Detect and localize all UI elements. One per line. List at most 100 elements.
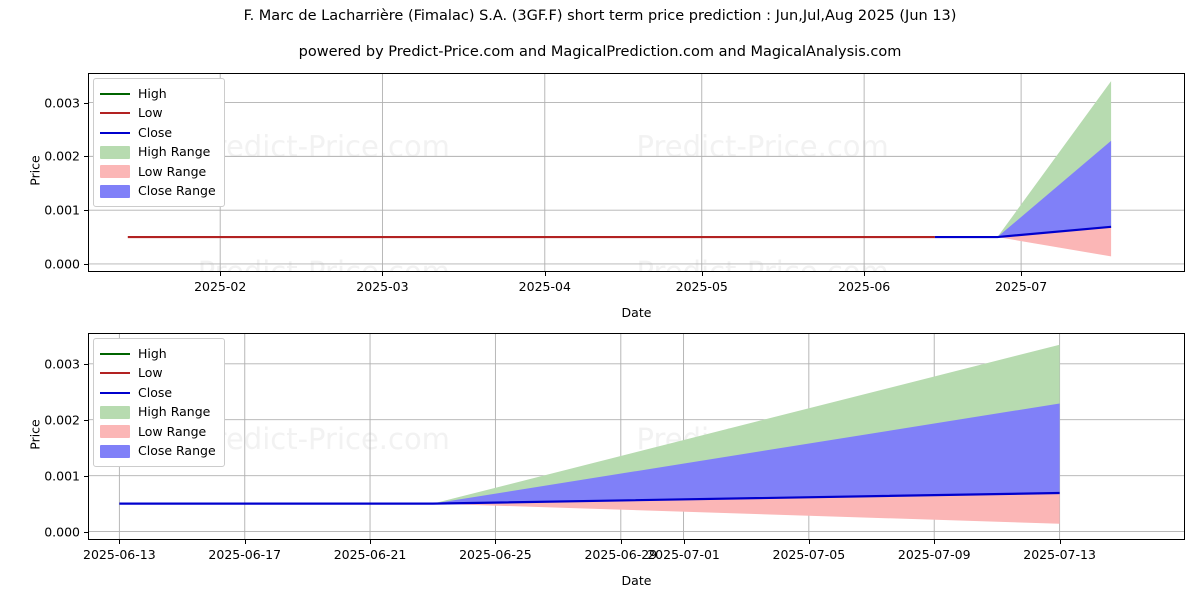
x-tick-label: 2025-06-29 xyxy=(584,547,658,562)
chart-legend-top[interactable]: High Low Close High Range Low Range Close Ran… xyxy=(93,78,225,207)
page-title: F. Marc de Lacharrière (Fimalac) S.A. (3… xyxy=(243,8,957,24)
x-tick-mark xyxy=(1059,540,1061,544)
legend-item-label: Low xyxy=(138,365,163,380)
y-tick-mark xyxy=(84,102,88,104)
x-axis-label-bottom: Date xyxy=(621,573,652,588)
y-tick-mark xyxy=(84,531,88,533)
svg-text:Predict-Price.com: Predict-Price.com xyxy=(198,422,450,456)
legend-item-close[interactable]: Close xyxy=(100,123,216,143)
x-tick-mark xyxy=(1021,272,1023,276)
legend-item-high[interactable]: High xyxy=(100,344,216,364)
y-tick-label: 0.003 xyxy=(44,95,80,111)
legend-swatch-patch-icon xyxy=(100,145,130,159)
y-tick-label: 0.003 xyxy=(44,356,80,372)
x-tick-mark xyxy=(683,540,685,544)
legend-item-low-range[interactable]: Low Range xyxy=(100,422,216,442)
x-tick-mark xyxy=(220,272,222,276)
x-tick-label: 2025-06 xyxy=(838,279,891,294)
x-tick-label: 2025-03 xyxy=(356,279,409,294)
x-tick-label: 2025-06-17 xyxy=(208,547,282,562)
x-tick-mark xyxy=(544,272,546,276)
legend-swatch-line-icon xyxy=(100,127,130,139)
svg-text:Predict-Price.com: Predict-Price.com xyxy=(637,130,889,164)
legend-item-low[interactable]: Low xyxy=(100,104,216,124)
legend-item-label: Close Range xyxy=(138,183,216,198)
y-tick-mark xyxy=(84,475,88,477)
y-tick-label: 0.002 xyxy=(44,412,80,428)
legend-swatch-line-icon xyxy=(100,367,130,379)
legend-item-low[interactable]: Low xyxy=(100,364,216,384)
band-low-range xyxy=(997,226,1112,257)
x-tick-label: 2025-07-05 xyxy=(772,547,846,562)
x-tick-label: 2025-05 xyxy=(675,279,728,294)
legend-swatch-patch-icon xyxy=(100,425,130,439)
x-tick-label: 2025-04 xyxy=(518,279,571,294)
x-tick-label: 2025-06-13 xyxy=(83,547,156,562)
legend-swatch-line-icon xyxy=(100,348,130,360)
x-tick-label: 2025-07-13 xyxy=(1023,547,1096,562)
legend-item-high-range[interactable]: High Range xyxy=(100,143,216,163)
legend-item-label: Close Range xyxy=(138,443,216,458)
y-tick-mark xyxy=(84,210,88,212)
x-tick-mark xyxy=(701,272,703,276)
band-low-range xyxy=(432,493,1060,524)
y-tick-mark xyxy=(84,363,88,365)
series-line-close xyxy=(934,225,1112,239)
x-tick-mark xyxy=(808,540,810,544)
legend-item-label: High Range xyxy=(138,144,211,159)
chart-legend-bottom[interactable]: High Low Close High Range Low Range Close Ran… xyxy=(93,338,225,467)
legend-item-label: Low Range xyxy=(138,423,207,439)
x-tick-label: 2025-07-09 xyxy=(897,547,971,562)
y-axis-label-top: Price xyxy=(27,155,43,186)
chart-frame-bottom xyxy=(88,333,1185,540)
x-tick-mark xyxy=(119,540,121,544)
x-tick-mark xyxy=(370,540,372,544)
legend-item-label: High xyxy=(138,85,167,101)
svg-text:Predict-Price.com: Predict-Price.com xyxy=(637,255,889,272)
y-tick-mark xyxy=(84,156,88,158)
legend-swatch-patch-icon xyxy=(100,405,130,419)
x-tick-label: 2025-06-25 xyxy=(459,547,532,562)
legend-swatch-line-icon xyxy=(100,107,130,119)
legend-swatch-patch-icon xyxy=(100,165,130,179)
series-line-close xyxy=(119,491,1060,505)
x-axis-label-top: Date xyxy=(621,305,652,320)
legend-item-low-range[interactable]: Low Range xyxy=(100,162,216,182)
svg-text:Predict-Price.com: Predict-Price.com xyxy=(198,130,450,164)
legend-item-close[interactable]: Close xyxy=(100,383,216,403)
legend-item-label: High xyxy=(138,345,167,361)
band-close-range xyxy=(997,140,1112,238)
legend-swatch-line-icon xyxy=(100,88,130,100)
x-tick-mark xyxy=(934,540,936,544)
legend-item-label: Low xyxy=(138,105,163,120)
legend-swatch-patch-icon xyxy=(100,444,130,458)
page-subtitle: powered by Predict-Price.com and Magical… xyxy=(298,44,902,60)
y-tick-label: 0.001 xyxy=(44,202,80,218)
x-tick-mark xyxy=(864,272,866,276)
x-tick-label: 2025-07-01 xyxy=(647,547,720,562)
y-tick-label: 0.001 xyxy=(44,468,80,484)
x-tick-label: 2025-07 xyxy=(994,279,1048,294)
chart-frame-top xyxy=(88,73,1185,272)
legend-swatch-line-icon xyxy=(100,387,130,399)
legend-item-high[interactable]: High xyxy=(100,84,216,104)
legend-item-label: High Range xyxy=(138,404,211,419)
legend-item-label: Close xyxy=(138,124,173,140)
x-tick-mark xyxy=(244,540,246,544)
chart-panel-top: Predict-Price.com Predict-Price.com Predic… xyxy=(88,73,1185,272)
y-tick-label: 0.000 xyxy=(44,256,80,272)
chart-plot-area-top: Predict-Price.com Predict-Price.com Predic… xyxy=(88,73,1185,272)
legend-item-high-range[interactable]: High Range xyxy=(100,403,216,423)
y-tick-label: 0.002 xyxy=(44,148,80,164)
y-tick-mark xyxy=(84,419,88,421)
y-tick-mark xyxy=(84,263,88,265)
y-axis-label-bottom: Price xyxy=(27,419,43,450)
x-tick-label: 2025-02 xyxy=(194,279,247,294)
legend-item-close-range[interactable]: Close Range xyxy=(100,442,216,462)
legend-item-close-range[interactable]: Close Range xyxy=(100,182,216,202)
band-close-range xyxy=(432,403,1060,504)
x-tick-mark xyxy=(382,272,384,276)
legend-swatch-patch-icon xyxy=(100,184,130,198)
